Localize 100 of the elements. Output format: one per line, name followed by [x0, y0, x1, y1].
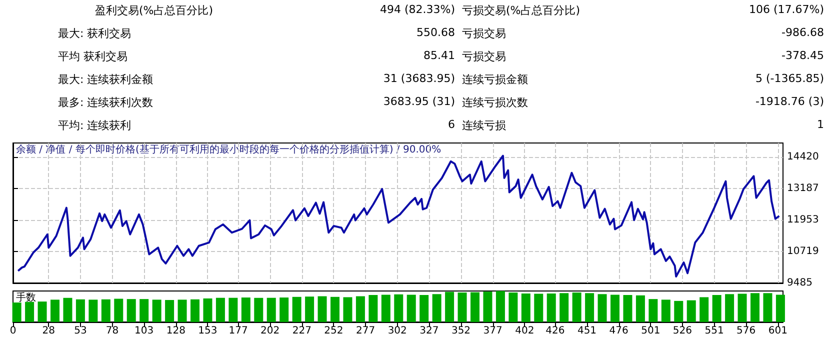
bar: [266, 298, 276, 322]
bar: [636, 295, 645, 322]
text: 连续亏损金额: [462, 72, 528, 87]
bar: [292, 296, 302, 322]
bar: [330, 296, 340, 322]
bar: [610, 294, 620, 322]
bar: [661, 300, 670, 322]
y-axis-title: 手数: [16, 292, 36, 304]
x-tick-label: 426: [546, 326, 565, 336]
bar: [165, 300, 174, 322]
text: 平均: 连续获利: [58, 118, 132, 133]
text: -1918.76 (3): [755, 95, 824, 108]
x-tick-label: 227: [292, 326, 312, 336]
bar: [623, 295, 632, 322]
x-tick-label: 153: [198, 326, 218, 336]
x-tick-label: 277: [356, 326, 376, 336]
x-tick-label: 451: [577, 326, 597, 336]
text: 550.68: [416, 26, 455, 39]
x-tick-label: 53: [74, 326, 87, 336]
y-tick-label: 11953: [787, 214, 819, 226]
bar: [12, 302, 22, 322]
bar: [674, 300, 684, 322]
bar: [483, 292, 492, 322]
bar: [686, 300, 696, 322]
text: 85.41: [424, 49, 455, 62]
bar: [458, 292, 467, 322]
x-tick-label: 177: [228, 326, 248, 336]
bar: [203, 298, 212, 322]
text: 106 (17.67%): [748, 3, 824, 16]
bar: [343, 297, 352, 322]
bar: [305, 296, 314, 322]
x-tick-label: 601: [768, 326, 788, 336]
x-tick-label: 476: [609, 326, 628, 336]
x-tick-label: 551: [704, 326, 724, 336]
bar: [152, 300, 162, 322]
bar: [50, 300, 60, 322]
bar: [725, 294, 734, 322]
bar: [738, 294, 747, 322]
bar: [534, 294, 544, 322]
bar: [280, 298, 289, 322]
bar: [445, 292, 454, 322]
bar: [700, 297, 709, 322]
bar: [63, 298, 72, 322]
bar: [101, 299, 110, 322]
x-tick-label: 402: [515, 326, 534, 336]
bar: [178, 300, 187, 322]
bar: [88, 300, 98, 322]
bar: [648, 299, 658, 322]
bar: [216, 298, 225, 322]
x-tick-label: 377: [483, 326, 502, 336]
bar: [572, 292, 582, 322]
bar: [190, 299, 200, 322]
text: 最大: 获利交易: [58, 26, 132, 41]
bar: [432, 294, 442, 322]
text: 31 (3683.95): [383, 72, 455, 85]
bar: [394, 294, 404, 322]
bar: [598, 294, 607, 322]
text: 494 (82.33%): [380, 3, 455, 16]
text: 连续亏损次数: [462, 95, 528, 110]
text: 亏损交易(%占总百分比): [462, 3, 580, 18]
x-tick-label: 327: [420, 326, 439, 336]
y-tick-label: 14420: [787, 152, 819, 163]
bar: [254, 298, 264, 322]
bar: [76, 299, 85, 322]
text: 最大: 连续获利金额: [58, 72, 154, 87]
y-tick-label: 10719: [787, 246, 819, 258]
bar: [508, 292, 518, 322]
bar: [318, 296, 327, 322]
text: 3683.95 (31): [383, 95, 455, 108]
bar: [114, 298, 124, 322]
bar: [496, 291, 505, 322]
text: 平均 获利交易: [58, 49, 128, 64]
text: 1: [817, 118, 824, 131]
text: -986.68: [782, 26, 824, 39]
x-tick-label: 302: [388, 326, 407, 336]
x-tick-label: 28: [42, 326, 56, 336]
text: 5 (-1365.85): [755, 72, 824, 85]
text: 连续亏损: [462, 118, 506, 133]
bar: [585, 293, 594, 322]
text: 亏损交易: [462, 49, 506, 64]
text: -378.45: [782, 49, 824, 62]
bar: [521, 293, 530, 322]
bar: [470, 292, 480, 322]
bar: [38, 302, 47, 322]
bar: [381, 294, 390, 322]
text: 亏损交易: [462, 26, 506, 41]
bar: [126, 299, 136, 322]
x-tick-label: 252: [324, 326, 344, 336]
bar: [546, 293, 556, 322]
bar: [228, 298, 238, 322]
x-tick-label: 526: [672, 326, 692, 336]
bar: [356, 296, 365, 322]
x-tick-label: 78: [106, 326, 119, 336]
y-tick-label: 9485: [787, 278, 812, 288]
bar: [25, 302, 34, 322]
bar: [140, 299, 149, 322]
x-tick-label: 103: [134, 326, 154, 336]
bar: [368, 295, 378, 322]
text: 最多: 连续获利次数: [58, 95, 154, 110]
bar: [420, 295, 429, 322]
